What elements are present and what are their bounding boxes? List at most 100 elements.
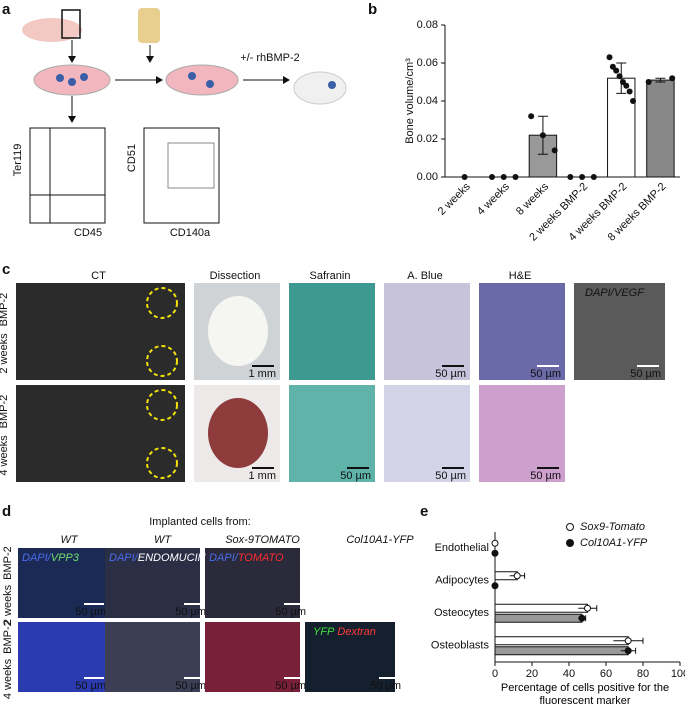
label: c [2,261,10,278]
label: CD45 [74,227,102,239]
label: 2 weeks [2,584,14,625]
stain-part: DAPI/ [22,552,52,564]
label: 20 [526,668,538,680]
bar [494,646,629,656]
micrograph [205,622,300,692]
error-bar [655,77,666,83]
data-point [489,174,495,180]
label: DAPI/ [585,287,615,299]
label: Osteocytes [434,607,490,619]
label: +/- rhBMP-2 [240,52,300,64]
data-point [491,582,499,590]
label: VEGF [614,287,645,299]
stain-part: YFP [313,626,335,638]
data-point [491,539,499,547]
micrograph [16,283,185,380]
label: Implanted cells from: [149,516,250,528]
label: CD51 [126,144,138,172]
data-point [590,174,597,180]
label: 50 µm [530,470,561,482]
schematic [22,8,347,224]
region-marker [146,447,178,479]
region-marker [146,287,178,319]
micrograph [479,283,565,380]
label: 50 µm [175,606,206,618]
data-point [624,637,632,645]
data-point [512,174,519,180]
label: Adipocytes [435,575,489,587]
label: 1 mm [249,368,277,380]
micrograph [384,283,470,380]
data-point [578,614,586,622]
micrograph [16,385,185,482]
label: 50 µm [370,680,401,692]
label: Bone volume/cm³ [404,58,416,144]
legend-marker [566,539,574,547]
data-point [539,132,546,139]
stain-label: DAPI/VPP3 [22,552,80,564]
label: 60 [600,668,612,680]
data-point [645,79,652,85]
label: BMP-2 [0,293,10,327]
label: 0.08 [417,19,438,31]
region-marker [146,389,178,421]
label: d [2,503,11,520]
label: 50 µm [530,368,561,380]
data-point [500,174,507,180]
micrograph [205,548,300,618]
micrograph [105,548,200,618]
label: Safranin [310,270,351,282]
data-point [551,147,558,154]
x-tick-label: 4 weeks [475,180,512,217]
micrograph [479,385,565,482]
stain-part: Dextran [337,626,376,638]
label: a [2,1,11,18]
bar [528,134,558,178]
label: b [368,1,377,18]
label: 1 mm [249,470,277,482]
label: 0.06 [417,57,438,69]
micrograph [105,622,200,692]
label: CT [91,270,106,282]
data-point [513,572,521,580]
label: 50 µm [340,470,371,482]
label: 50 µm [175,680,206,692]
micrograph [574,283,665,380]
specimen [208,398,268,468]
label: CD140a [170,227,211,239]
label: 50 µm [435,470,466,482]
legend-marker [566,523,574,531]
label: Col10A1-YFP [580,537,648,549]
micrograph [289,385,375,482]
label: 4 weeks [2,658,14,699]
data-point [567,174,574,180]
micrograph [305,622,395,692]
stain-label: YFP Dextran [313,626,376,638]
label: A. Blue [407,270,442,282]
data-point [613,67,620,74]
micrograph [18,548,110,618]
x-tick-label: 8 weeks [514,180,551,217]
stain-label: DAPI/TOMATO [209,552,284,564]
bar [607,77,636,178]
label: 50 µm [275,606,306,618]
label: 100 [671,668,685,680]
label: H&E [509,270,532,282]
micrograph [18,622,110,692]
label: 50 µm [75,680,106,692]
bar [494,636,629,646]
label: BMP-2 [0,395,10,429]
micrograph [289,283,375,380]
label: 0.02 [417,133,438,145]
label: 0 [492,668,498,680]
data-point [606,54,613,61]
label: 0.04 [417,95,438,107]
specimen [208,296,268,366]
label: BMP-2 [2,620,14,654]
label: Sox-9TOMATO [225,534,300,546]
bar [494,613,583,623]
label: 4 weeks [0,435,10,476]
label: Ter119 [12,144,24,177]
label: Sox9-Tomato [580,521,645,533]
